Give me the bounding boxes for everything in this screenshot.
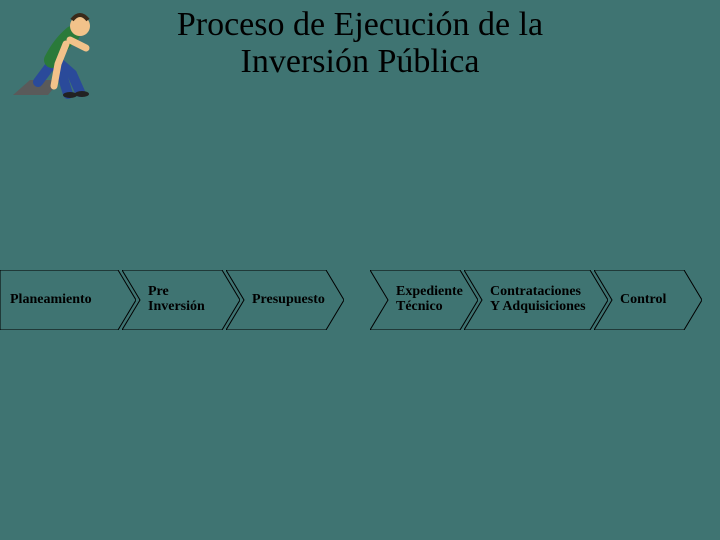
- slide: Proceso de Ejecución de la Inversión Púb…: [0, 0, 720, 540]
- flow-step-label: Pre Inversión: [128, 270, 228, 330]
- flow-step-label: Contrataciones Y Adquisiciones: [470, 270, 596, 330]
- flow-step-label: Planeamiento: [6, 270, 124, 330]
- title-text: Proceso de Ejecución de la Inversión Púb…: [60, 6, 660, 81]
- slide-title: Proceso de Ejecución de la Inversión Púb…: [0, 6, 720, 81]
- flow-step-label: Presupuesto: [232, 270, 332, 330]
- flow-step: Presupuesto: [226, 270, 344, 330]
- flow-step: Planeamiento: [0, 270, 136, 330]
- flow-step-label: Control: [600, 270, 690, 330]
- flow-step-label: Expediente Técnico: [376, 270, 466, 330]
- flow-step: Control: [594, 270, 702, 330]
- flow-step: Pre Inversión: [122, 270, 240, 330]
- flow-step: Contrataciones Y Adquisiciones: [464, 270, 608, 330]
- flow-step: Expediente Técnico: [370, 270, 478, 330]
- title-line-2: Inversión Pública: [241, 43, 480, 80]
- process-flow: PlaneamientoPre InversiónPresupuesto Expe…: [0, 270, 720, 330]
- title-line-1: Proceso de Ejecución de la: [177, 6, 543, 43]
